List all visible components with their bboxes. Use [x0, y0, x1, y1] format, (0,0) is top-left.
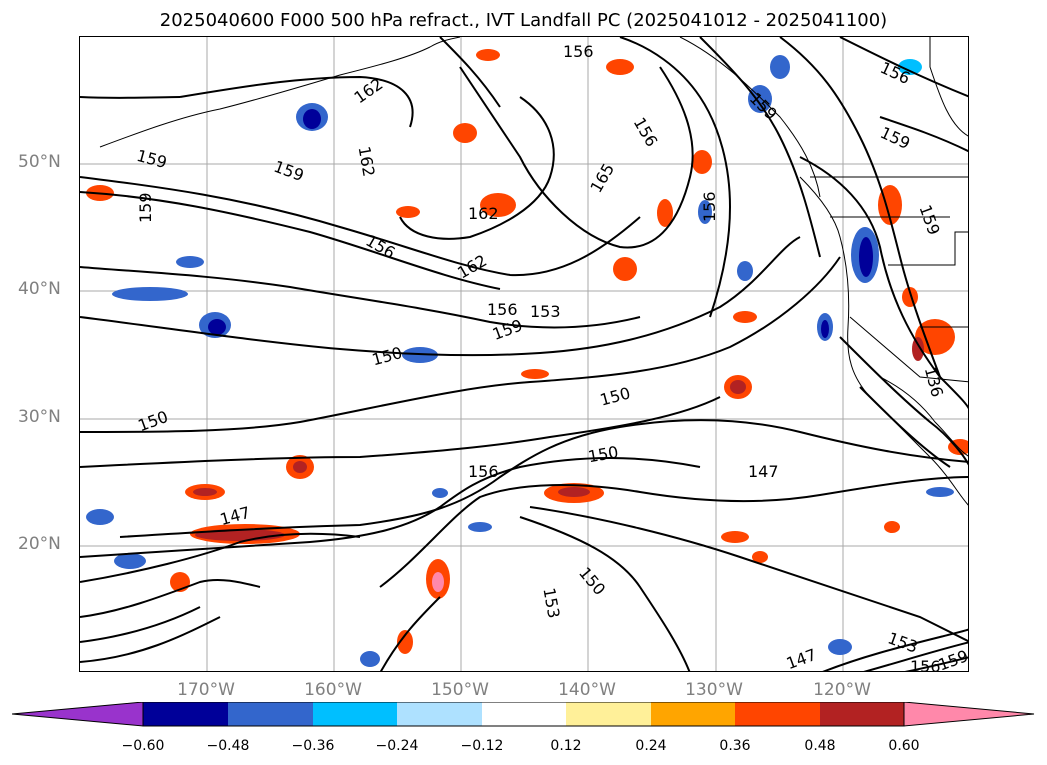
- contour-label: 162: [355, 145, 379, 178]
- colorbar-extend-high: [903, 702, 1035, 727]
- colorbar-tick: 0.36: [719, 738, 751, 754]
- contour-label: 159: [135, 146, 169, 172]
- contour-label: 156: [910, 657, 941, 672]
- lon-label-140w: 140°W: [558, 680, 616, 700]
- colorbar-swatch: [313, 702, 397, 726]
- colorbar-swatch: [735, 702, 820, 726]
- colorbar-extend-low: [12, 702, 144, 727]
- contour-label: 147: [748, 462, 779, 481]
- contour-label: 150: [598, 383, 632, 409]
- colorbar-swatch: [397, 702, 482, 726]
- colorbar-swatch: [820, 702, 904, 726]
- map-panel: 156 162 159 159 159 162 156 162 165 156 …: [79, 36, 969, 672]
- contour-label: 150: [575, 563, 609, 599]
- contour-label: 162: [454, 251, 490, 283]
- lat-label-40n: 40°N: [18, 279, 61, 299]
- colorbar-tick: −0.24: [375, 738, 419, 754]
- map-title: 2025040600 F000 500 hPa refract., IVT La…: [159, 10, 888, 31]
- lon-label-160w: 160°W: [304, 680, 362, 700]
- colorbar-tick: 0.48: [804, 738, 836, 754]
- colorbar-tick: 0.12: [550, 738, 582, 754]
- colorbar-swatch: [651, 702, 735, 726]
- contour-label: 153: [530, 302, 561, 321]
- contour-label: 150: [586, 442, 619, 466]
- contour-label: 162: [468, 204, 499, 223]
- contour-label: 153: [539, 586, 563, 619]
- contour-label: 156: [630, 114, 662, 150]
- contour-label: 136: [921, 365, 947, 399]
- lat-label-30n: 30°N: [18, 407, 61, 427]
- colorbar-tick: −0.60: [121, 738, 165, 754]
- contour-labels: 156 162 159 159 159 162 156 162 165 156 …: [135, 42, 968, 672]
- lon-label-120w: 120°W: [813, 680, 871, 700]
- contour-label: 147: [784, 645, 819, 672]
- colorbar: [12, 702, 1035, 727]
- contour-label: 150: [370, 343, 404, 369]
- contour-label: 156: [700, 191, 719, 222]
- map-canvas: 156 162 159 159 159 162 156 162 165 156 …: [80, 37, 968, 672]
- contour-label: 156: [468, 462, 499, 481]
- lon-label-170w: 170°W: [177, 680, 235, 700]
- refractivity-contours: [80, 37, 968, 671]
- contour-label: 156: [487, 300, 518, 319]
- graticule: [80, 37, 968, 671]
- contour-label: 159: [136, 192, 155, 223]
- lat-label-50n: 50°N: [18, 152, 61, 172]
- contour-label: 165: [586, 160, 618, 196]
- colorbar-swatch: [143, 702, 228, 726]
- colorbar-swatch: [482, 702, 566, 726]
- colorbar-swatch: [566, 702, 651, 726]
- lat-label-20n: 20°N: [18, 534, 61, 554]
- coastlines: [99, 37, 968, 506]
- contour-label: 156: [563, 42, 594, 61]
- lon-label-130w: 130°W: [685, 680, 743, 700]
- colorbar-tick: −0.36: [291, 738, 335, 754]
- contour-label: 159: [915, 202, 943, 237]
- refractivity-shading: [86, 49, 968, 667]
- colorbar-swatch: [228, 702, 313, 726]
- colorbar-tick: −0.12: [460, 738, 504, 754]
- contour-label: 159: [490, 316, 525, 344]
- lon-label-150w: 150°W: [431, 680, 489, 700]
- colorbar-tick: 0.24: [635, 738, 667, 754]
- contour-label: 159: [271, 157, 306, 185]
- colorbar-tick: −0.48: [206, 738, 250, 754]
- contour-label: 153: [885, 628, 920, 656]
- colorbar-tick: 0.60: [888, 738, 920, 754]
